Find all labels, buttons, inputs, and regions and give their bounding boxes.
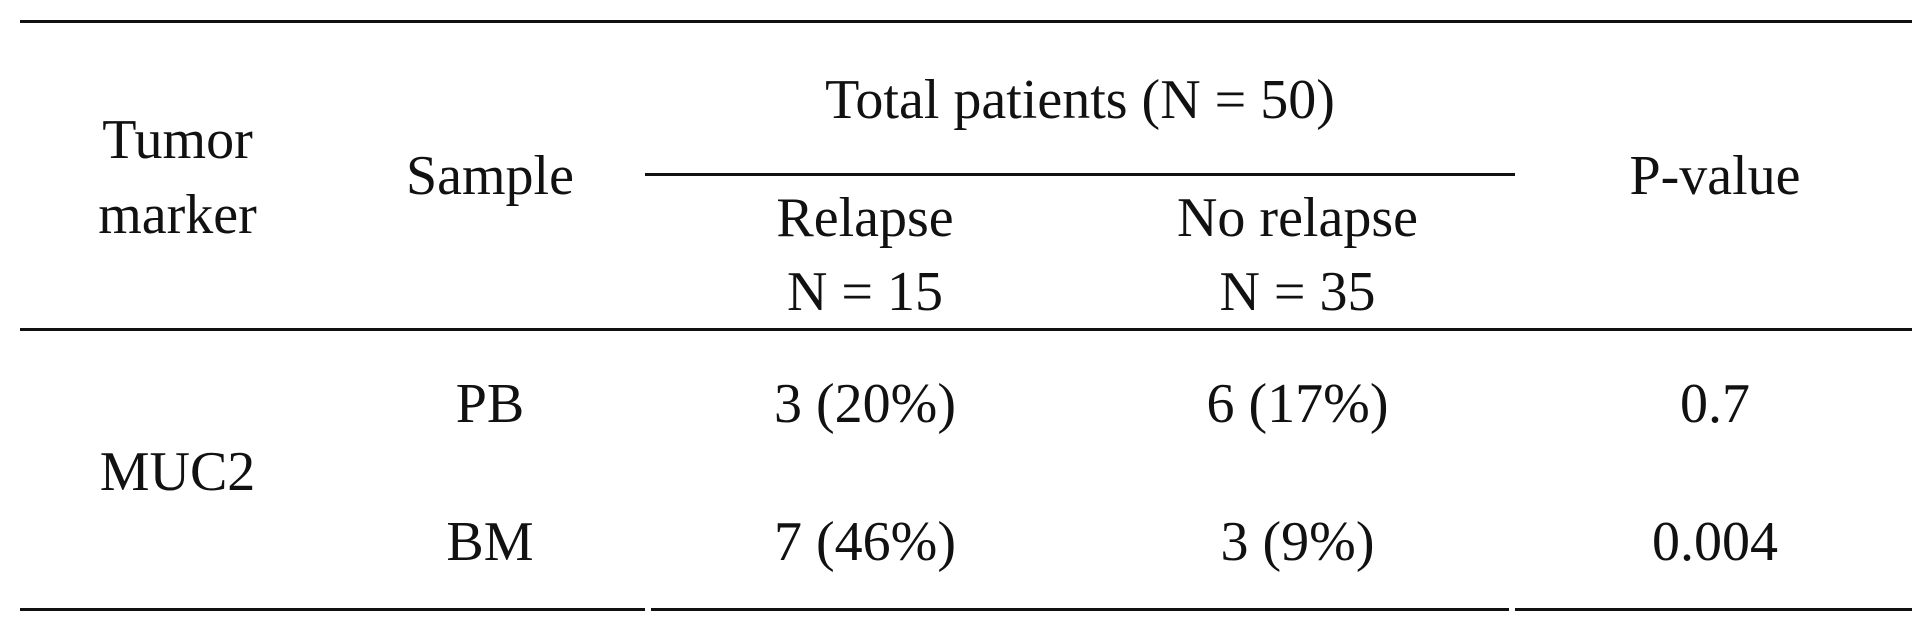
header-no-relapse-line2: N = 35	[1219, 261, 1376, 323]
bottom-rule	[651, 608, 1509, 611]
header-tumor-marker-line1: Tumor	[102, 109, 253, 171]
row-sample: BM	[446, 511, 534, 573]
row-no-relapse: 3 (9%)	[1220, 511, 1375, 573]
row-p-value: 0.004	[1652, 511, 1778, 573]
marker-cell: MUC2	[99, 441, 256, 503]
spanner-rule	[645, 173, 1515, 176]
bottom-rule	[1515, 608, 1912, 611]
row-relapse: 3 (20%)	[774, 373, 956, 435]
header-no-relapse-line1: No relapse	[1176, 187, 1418, 249]
header-tumor-marker-line2: marker	[98, 184, 257, 246]
header-rule	[20, 328, 1912, 331]
header-relapse-line1: Relapse	[776, 187, 954, 249]
header-sample: Sample	[406, 145, 574, 207]
row-no-relapse: 6 (17%)	[1206, 373, 1389, 435]
bottom-rule	[20, 608, 645, 611]
top-rule	[20, 20, 1912, 23]
row-relapse: 7 (46%)	[774, 511, 956, 573]
header-relapse-line2: N = 15	[786, 261, 944, 323]
row-p-value: 0.7	[1680, 373, 1750, 435]
header-total-patients: Total patients (N = 50)	[825, 69, 1335, 131]
header-p-value: P-value	[1629, 145, 1801, 207]
row-sample: PB	[455, 373, 525, 435]
